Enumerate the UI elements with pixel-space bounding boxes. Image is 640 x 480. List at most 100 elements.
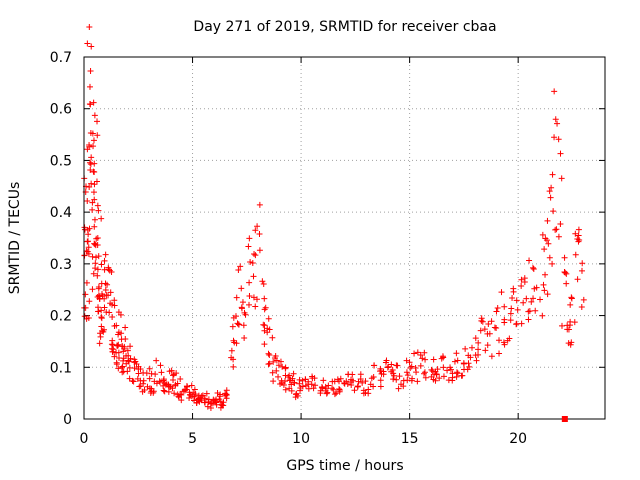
data-point — [475, 351, 482, 358]
data-point — [115, 341, 122, 348]
data-point — [168, 367, 175, 374]
data-point — [126, 358, 133, 365]
data-point — [102, 251, 109, 258]
data-point — [235, 266, 242, 273]
data-point — [241, 334, 248, 341]
grid — [84, 57, 605, 419]
data-point — [518, 282, 525, 289]
data-point — [170, 372, 177, 379]
data-point — [578, 267, 585, 274]
data-point — [454, 370, 461, 377]
data-point — [488, 318, 495, 325]
data-point — [86, 159, 93, 166]
data-point — [453, 350, 460, 357]
data-point — [546, 188, 553, 195]
data-point — [289, 375, 296, 382]
data-point — [467, 354, 474, 361]
data-point — [564, 322, 571, 329]
data-point — [94, 234, 101, 241]
data-point — [282, 386, 289, 393]
data-point — [572, 230, 579, 237]
data-point — [107, 300, 114, 307]
y-tick-label: 0.2 — [50, 309, 72, 325]
plot-frame — [83, 56, 606, 420]
data-point — [192, 391, 199, 398]
data-point — [83, 279, 90, 286]
data-point — [440, 354, 447, 361]
data-point — [507, 310, 514, 317]
data-point — [377, 367, 384, 374]
data-point — [551, 88, 558, 95]
data-point — [188, 382, 195, 389]
data-point — [94, 132, 101, 139]
data-point — [394, 362, 401, 369]
data-point — [261, 341, 268, 348]
data-point — [547, 194, 554, 201]
x-tick-label: 5 — [188, 431, 197, 447]
data-point — [118, 364, 125, 371]
data-point — [521, 275, 528, 282]
data-point — [259, 278, 266, 285]
data-point — [91, 169, 98, 176]
data-point — [417, 352, 424, 359]
data-point — [341, 380, 348, 387]
data-point — [411, 350, 418, 357]
data-point — [336, 378, 343, 385]
data-point — [558, 175, 565, 182]
data-point — [91, 196, 98, 203]
data-point — [528, 298, 535, 305]
data-point — [95, 308, 102, 315]
data-point — [84, 40, 91, 47]
data-point — [529, 264, 536, 271]
data-point — [126, 364, 133, 371]
data-point — [111, 302, 118, 309]
data-point — [354, 383, 361, 390]
data-point — [296, 380, 303, 387]
data-point — [98, 261, 105, 268]
data-point — [235, 321, 242, 328]
data-point — [86, 298, 93, 305]
data-point — [430, 356, 437, 363]
data-point — [141, 386, 148, 393]
data-point — [498, 289, 505, 296]
data-point — [266, 326, 273, 333]
data-point — [414, 349, 421, 356]
data-point — [161, 388, 168, 395]
data-point — [94, 272, 101, 279]
data-point — [286, 385, 293, 392]
data-point — [95, 253, 102, 260]
data-point — [390, 376, 397, 383]
data-point — [357, 376, 364, 383]
data-point — [462, 345, 469, 352]
data-point — [91, 181, 98, 188]
data-point — [89, 206, 96, 213]
data-point — [433, 371, 440, 378]
data-point — [576, 237, 583, 244]
data-point — [542, 271, 549, 278]
data-point — [85, 244, 92, 251]
data-point — [87, 167, 94, 174]
data-point — [109, 314, 116, 321]
data-point — [575, 232, 582, 239]
data-point — [127, 355, 134, 362]
data-point — [158, 369, 165, 376]
data-point — [94, 202, 101, 209]
data-point — [561, 268, 568, 275]
data-point — [120, 357, 127, 364]
data-point — [281, 378, 288, 385]
data-point — [485, 320, 492, 327]
data-point — [465, 360, 472, 367]
data-point — [113, 349, 120, 356]
data-point — [458, 372, 465, 379]
data-point — [95, 207, 102, 214]
data-point — [119, 363, 126, 370]
data-point — [97, 333, 104, 340]
data-point — [500, 339, 507, 346]
data-point — [282, 364, 289, 371]
data-point — [228, 347, 235, 354]
data-point — [234, 320, 241, 327]
data-point — [523, 295, 530, 302]
data-point — [408, 363, 415, 370]
x-tick-label: 0 — [80, 431, 89, 447]
data-point — [440, 364, 447, 371]
